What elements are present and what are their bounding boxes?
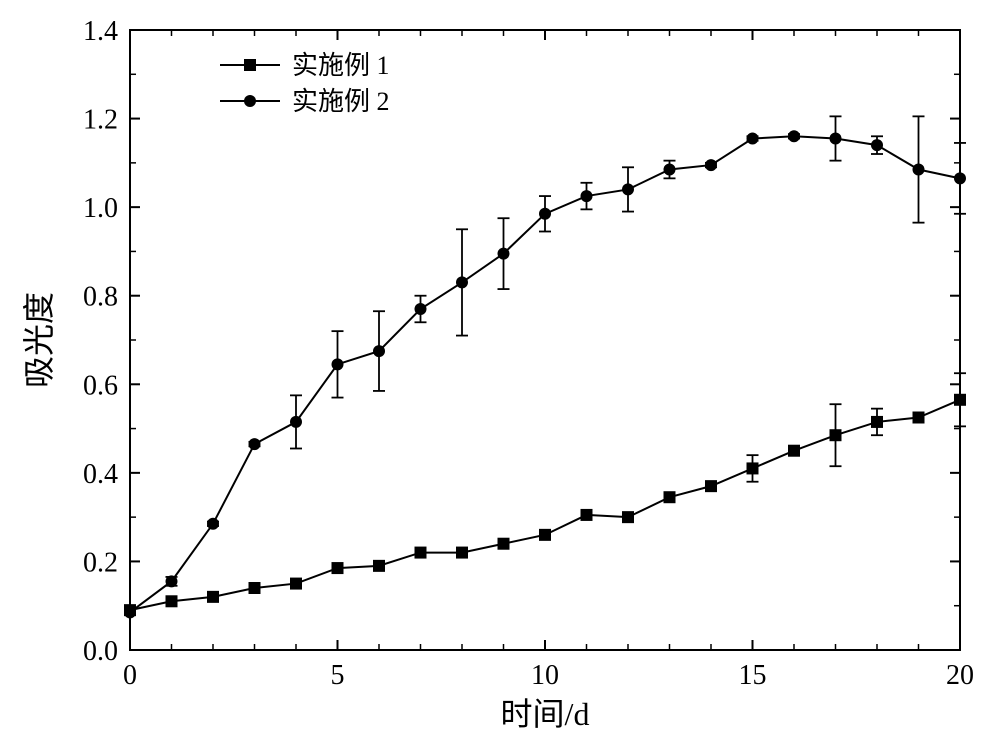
series2-marker bbox=[913, 164, 925, 176]
series1-marker bbox=[332, 562, 344, 574]
legend-marker-circle bbox=[244, 95, 256, 107]
series2-marker bbox=[415, 303, 427, 315]
series1-marker bbox=[581, 509, 593, 521]
series2-marker bbox=[747, 133, 759, 145]
series2-marker bbox=[664, 164, 676, 176]
series1-marker bbox=[788, 445, 800, 457]
y-tick-label: 0.6 bbox=[83, 370, 118, 401]
series1-marker bbox=[913, 412, 925, 424]
x-tick-label: 0 bbox=[123, 660, 137, 691]
series1-marker bbox=[124, 604, 136, 616]
series1-marker bbox=[498, 538, 510, 550]
series2-marker bbox=[954, 172, 966, 184]
series1-marker bbox=[373, 560, 385, 572]
series1-marker bbox=[249, 582, 261, 594]
series1-marker bbox=[871, 416, 883, 428]
x-tick-label: 15 bbox=[739, 660, 767, 691]
series1-marker bbox=[290, 578, 302, 590]
series2-marker bbox=[166, 575, 178, 587]
series2-marker bbox=[207, 518, 219, 530]
series2-marker bbox=[373, 345, 385, 357]
series2-marker bbox=[332, 358, 344, 370]
series1-marker bbox=[415, 547, 427, 559]
series2-marker bbox=[788, 130, 800, 142]
y-tick-label: 0.0 bbox=[83, 636, 118, 667]
series1-marker bbox=[664, 491, 676, 503]
series1-marker bbox=[456, 547, 468, 559]
series1-marker bbox=[207, 591, 219, 603]
chart-container: 0 5 10 15 20 0.0 0.2 0.4 0.6 0.8 1.0 1.2 1.4 时间/d 吸光度 实… bbox=[0, 0, 1000, 750]
series1-marker bbox=[954, 394, 966, 406]
series1-marker bbox=[747, 462, 759, 474]
series2-marker bbox=[622, 183, 634, 195]
y-tick-label: 0.4 bbox=[83, 459, 118, 490]
legend-label: 实施例 1 bbox=[292, 51, 390, 80]
y-tick-label: 1.0 bbox=[83, 193, 118, 224]
series2-marker bbox=[705, 159, 717, 171]
series1-marker bbox=[622, 511, 634, 523]
y-tick-label: 0.2 bbox=[83, 547, 118, 578]
series1-marker bbox=[705, 480, 717, 492]
series2-marker bbox=[581, 190, 593, 202]
series2-marker bbox=[871, 139, 883, 151]
series2-marker bbox=[249, 438, 261, 450]
y-tick-label: 1.4 bbox=[83, 16, 118, 47]
y-tick-label: 1.2 bbox=[83, 105, 118, 136]
x-tick-label: 5 bbox=[331, 660, 345, 691]
series1-marker bbox=[830, 429, 842, 441]
line-chart: 0 5 10 15 20 0.0 0.2 0.4 0.6 0.8 1.0 1.2 1.4 时间/d 吸光度 实… bbox=[0, 0, 1000, 750]
y-axis-label: 吸光度 bbox=[21, 292, 57, 388]
legend-label: 实施例 2 bbox=[292, 87, 390, 116]
series1-marker bbox=[539, 529, 551, 541]
series2-marker bbox=[539, 208, 551, 220]
series1-marker bbox=[166, 595, 178, 607]
series2-marker bbox=[290, 416, 302, 428]
y-tick-label: 0.8 bbox=[83, 282, 118, 313]
x-tick-label: 20 bbox=[946, 660, 974, 691]
series2-marker bbox=[456, 276, 468, 288]
series2-marker bbox=[498, 248, 510, 260]
legend-marker-square bbox=[244, 59, 256, 71]
x-tick-label: 10 bbox=[531, 660, 559, 691]
x-axis-label: 时间/d bbox=[501, 696, 590, 732]
series2-marker bbox=[830, 133, 842, 145]
